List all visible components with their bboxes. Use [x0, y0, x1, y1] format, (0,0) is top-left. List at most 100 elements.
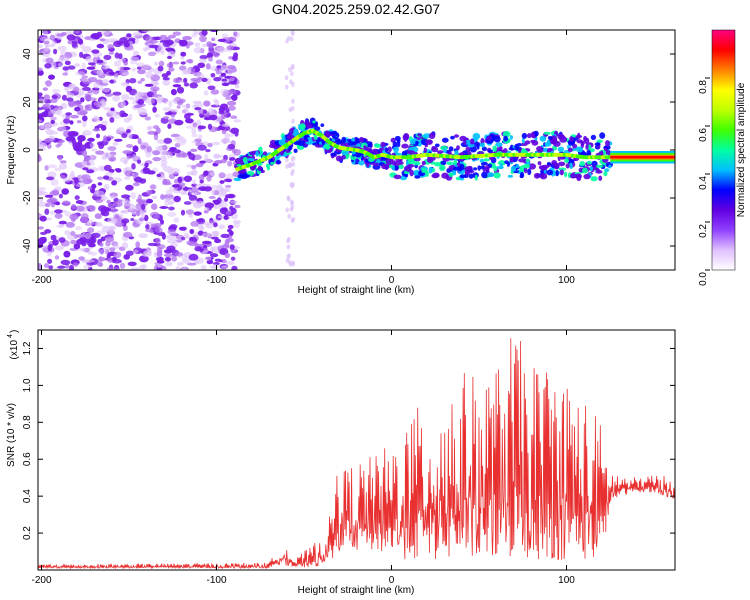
spectrogram-cell	[55, 245, 64, 251]
spectrogram-cell	[227, 224, 234, 229]
spectrogram-cell	[63, 177, 71, 183]
spectrogram-cell	[203, 207, 210, 211]
spectrogram-cell	[596, 139, 603, 144]
spectrogram-cell	[164, 116, 170, 120]
spectrogram-cell	[81, 62, 86, 70]
spectrogram-cell	[197, 125, 206, 130]
spectrogram-cell	[384, 147, 389, 153]
spectrogram-cell	[91, 183, 97, 189]
spectrogram-cell	[67, 65, 76, 70]
spectrogram-cell	[161, 265, 167, 270]
spectrogram-cell	[223, 215, 229, 220]
spectrogram-cell	[97, 124, 104, 128]
spectrogram-cell	[54, 167, 62, 172]
spectrogram-cell	[474, 174, 478, 181]
spectrogram-cell	[54, 212, 63, 219]
spectrogram-cell	[91, 49, 100, 54]
spectrogram-cell	[162, 77, 170, 81]
spectrogram-cell	[188, 213, 193, 218]
colorbar-tick-label: 0.0	[698, 272, 709, 286]
spectrogram-cell	[47, 258, 53, 264]
spectrogram-cell	[209, 253, 219, 258]
spectrogram-cell	[66, 34, 76, 41]
spectrogram-cell	[57, 265, 66, 269]
spectrogram-cell	[126, 155, 132, 160]
spectrogram-cell	[183, 232, 190, 238]
spectrogram-cell	[132, 145, 139, 153]
spectrogram-cell	[604, 168, 610, 173]
spectrogram-cell	[58, 155, 63, 161]
spectrogram-cell	[74, 63, 81, 67]
spectrogram-cell	[54, 255, 60, 260]
spectrogram-cell	[70, 170, 75, 177]
spectrogram-cell	[82, 167, 89, 171]
spectrogram-cell	[348, 141, 356, 146]
spectrogram-cell	[509, 156, 515, 163]
spectrogram-cell	[213, 77, 222, 82]
spectrogram-cell	[42, 103, 51, 110]
spectrogram-cell	[131, 163, 136, 170]
spectrogram-cell	[186, 262, 197, 266]
spectrogram-cell	[191, 133, 198, 138]
spectrogram-cell	[90, 33, 101, 40]
spectrogram-cell	[212, 162, 219, 167]
spectrogram-cell	[45, 57, 54, 64]
spectrogram-cell	[247, 158, 255, 161]
spectrogram-cell	[188, 194, 198, 202]
spectrogram-cell	[62, 72, 68, 76]
spectrogram-cell	[153, 214, 160, 220]
spectrogram-cell	[98, 256, 104, 263]
spectrogram-cell	[291, 168, 295, 174]
spectrogram-cell	[156, 173, 161, 177]
spectrogram-cell	[60, 32, 67, 36]
spectrogram-cell	[304, 120, 310, 125]
spectrogram-cell	[207, 142, 213, 148]
spectrogram-cell	[101, 225, 110, 233]
spectrogram-cell	[126, 33, 132, 38]
spectrogram-cell	[156, 139, 166, 144]
spectrogram-cell	[96, 69, 104, 76]
spectrogram-cell	[129, 96, 135, 101]
spectrogram-cell	[103, 54, 112, 61]
spectrogram-cell	[278, 139, 286, 146]
spectrogram-cell	[57, 62, 63, 68]
spectrogram-cell	[546, 169, 554, 176]
spectrogram-cell	[197, 62, 206, 68]
spectrogram-cell	[105, 38, 115, 43]
spectrogram-cell	[89, 142, 96, 148]
spectrogram-cell	[155, 146, 165, 151]
spectrogram-cell	[78, 144, 87, 152]
spectrogram-cell	[528, 163, 536, 170]
spectrogram-cell	[67, 131, 78, 137]
spectrogram-cell	[454, 134, 459, 138]
spectrogram-cell	[407, 150, 416, 155]
spectrogram-cell	[38, 92, 43, 97]
spectrogram-cell	[77, 135, 86, 142]
spectrogram-cell	[374, 143, 382, 148]
spectrogram-cell	[116, 111, 121, 115]
spectrogram-cell	[94, 222, 99, 226]
spectrogram-cell	[87, 186, 93, 190]
spectrogram-cell	[111, 217, 118, 224]
spectrogram-cell	[439, 164, 446, 171]
spectrogram-cell	[185, 43, 190, 49]
spectrogram-cell	[90, 148, 98, 152]
spectrogram-cell	[58, 220, 67, 225]
spectrogram-cell	[603, 171, 608, 177]
spectrogram-cell	[290, 71, 294, 76]
spectrogram-cell	[209, 171, 215, 176]
spectrogram-cell	[459, 174, 467, 179]
spectrogram-cell	[291, 118, 295, 124]
spectrogram-cell	[227, 133, 235, 137]
spectrogram-cell	[213, 205, 221, 210]
spectrogram-cell	[211, 37, 216, 42]
spectrogram-cell	[402, 134, 409, 141]
spectrogram-cell	[95, 133, 101, 139]
spectrogram-cell	[539, 173, 548, 180]
spectrogram-cell	[468, 173, 474, 179]
spectrogram-cell	[531, 132, 536, 139]
spectrogram-cell	[499, 146, 503, 150]
spectrogram-cell	[290, 199, 294, 205]
spectrogram-cell	[63, 118, 71, 124]
spectrogram-cell	[158, 60, 165, 67]
